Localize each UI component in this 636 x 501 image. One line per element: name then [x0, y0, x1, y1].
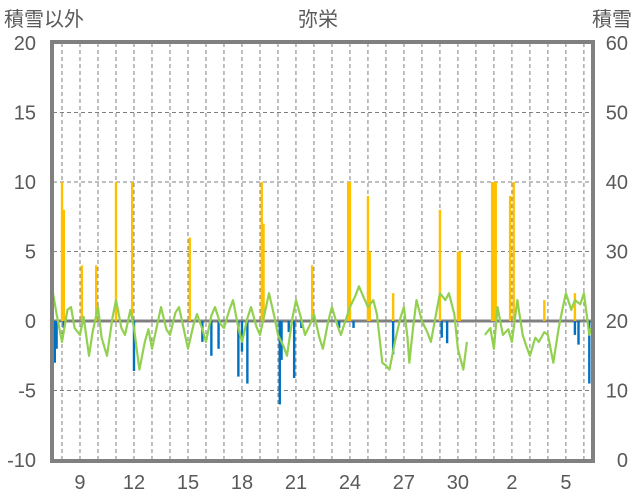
- left-tick-label: 5: [25, 242, 36, 264]
- yellow-bar: [262, 223, 265, 321]
- yellow-bar: [458, 251, 461, 321]
- blue-bar: [445, 321, 449, 344]
- x-tick-label: 21: [285, 472, 307, 494]
- blue-bar: [577, 321, 580, 345]
- blue-bar: [588, 321, 591, 384]
- blue-bar: [278, 321, 281, 405]
- right-tick-label: 20: [606, 311, 628, 333]
- blue-bar: [352, 321, 355, 328]
- yellow-bar: [438, 209, 442, 321]
- left-tick-label: 15: [14, 103, 36, 125]
- blue-bar: [440, 321, 443, 338]
- x-tick-label: 24: [339, 472, 361, 494]
- yellow-bar: [391, 293, 395, 321]
- left-tick-label: 0: [25, 311, 36, 333]
- blue-bar: [391, 321, 395, 355]
- plot-frame: [50, 40, 595, 463]
- right-tick-label: 40: [606, 172, 628, 194]
- x-tick-label: 30: [447, 472, 469, 494]
- yellow-bar: [573, 293, 577, 321]
- right-tick-label: 50: [606, 103, 628, 125]
- yellow-bar: [508, 195, 512, 321]
- yellow-bar: [188, 237, 191, 321]
- yellow-bar: [94, 265, 98, 321]
- yellow-bar: [60, 182, 64, 321]
- yellow-bar: [260, 182, 263, 321]
- yellow-bar: [512, 182, 515, 321]
- x-tick-label: 9: [74, 472, 85, 494]
- blue-bar: [237, 321, 240, 377]
- x-tick-label: 12: [123, 472, 145, 494]
- x-tick-label: 27: [393, 472, 415, 494]
- left-tick-label: 20: [14, 33, 36, 55]
- right-axis-title: 積雪: [592, 8, 632, 31]
- blue-bar: [62, 321, 65, 328]
- right-tick-label: 60: [606, 33, 628, 55]
- yellow-bar: [456, 251, 460, 321]
- blue-bar: [246, 321, 249, 384]
- blue-bar: [240, 321, 244, 352]
- x-tick-label: 2: [506, 472, 517, 494]
- chart-title: 弥栄: [298, 8, 338, 31]
- x-tick-label: 5: [560, 472, 571, 494]
- frame: [50, 40, 595, 463]
- yellow-bar: [80, 265, 83, 321]
- yellow-bar: [543, 300, 546, 321]
- yellow-bar: [130, 182, 134, 321]
- blue-bar: [292, 321, 296, 378]
- blue-bar: [55, 321, 58, 349]
- green-series-line: [51, 285, 593, 371]
- x-tick-label: 18: [231, 472, 253, 494]
- blue-bar: [287, 321, 290, 333]
- yellow-bar: [366, 195, 370, 321]
- lines: [51, 285, 593, 371]
- yellow-bar: [368, 251, 371, 321]
- grid: [53, 43, 592, 460]
- x-tick-label: 15: [177, 472, 199, 494]
- left-axis-title: 積雪以外: [4, 8, 84, 31]
- blue-bar: [210, 321, 213, 356]
- tick-labels: -10 -5 0 5 10 15 20 0 10 20 30 40 50 60 9 12 15 18 21 24 27 3…: [7, 33, 628, 494]
- blue-bar: [53, 321, 56, 363]
- blue-bar: [337, 321, 341, 328]
- yellow-bar: [348, 182, 352, 321]
- yellow-bar: [490, 182, 494, 321]
- blue-bar: [132, 321, 136, 372]
- right-tick-label: 10: [606, 381, 628, 403]
- yellow-bar: [62, 209, 65, 321]
- yellow-bar: [346, 182, 350, 321]
- blue-bar: [300, 321, 303, 328]
- yellow-bar: [114, 182, 118, 321]
- yellow-bar: [310, 265, 314, 321]
- right-tick-label: 0: [617, 450, 628, 472]
- yellow-bar: [492, 182, 496, 321]
- left-tick-label: -5: [18, 381, 36, 403]
- left-tick-label: -10: [7, 450, 36, 472]
- right-tick-label: 30: [606, 242, 628, 264]
- blue-bar: [217, 321, 220, 349]
- left-tick-label: 10: [14, 172, 36, 194]
- bars: [53, 182, 591, 405]
- blue-bar: [573, 321, 577, 335]
- yellow-bar: [494, 182, 497, 321]
